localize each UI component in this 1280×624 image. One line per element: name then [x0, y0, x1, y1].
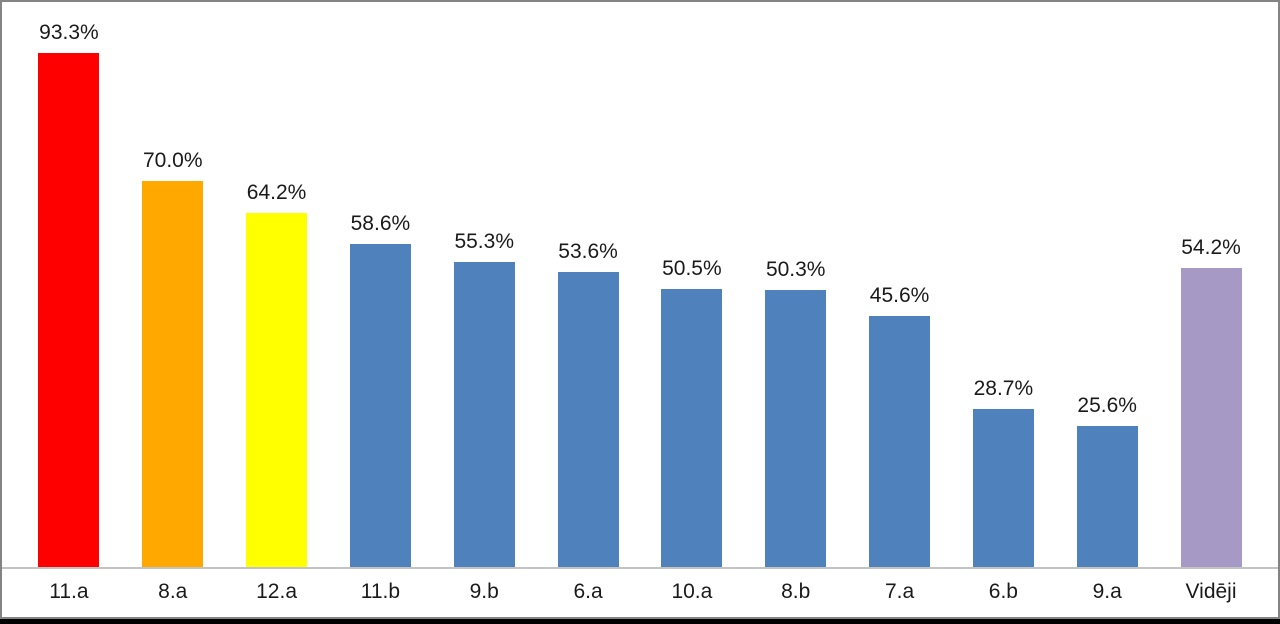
bar-value-label: 25.6% [1077, 394, 1137, 417]
bar [765, 290, 827, 567]
bar [38, 53, 100, 567]
x-axis-line [2, 567, 1278, 569]
category-label: 10.a [671, 580, 713, 603]
bar-column: 93.3% [17, 22, 121, 567]
category-label: 6.a [573, 580, 603, 603]
bar [246, 213, 308, 567]
bar-column: 45.6% [848, 285, 952, 567]
category-label: 9.a [1092, 580, 1122, 603]
bar-column: 58.6% [328, 213, 432, 567]
bar [453, 262, 515, 567]
bar-column: 64.2% [225, 182, 329, 567]
bar-column: 28.7% [951, 378, 1055, 567]
bar-column: 55.3% [432, 231, 536, 567]
bar-column: 50.5% [640, 258, 744, 567]
bar-value-label: 64.2% [246, 181, 307, 204]
category-label: 12.a [256, 580, 297, 603]
bar-value-label: 54.2% [1181, 236, 1241, 259]
bar-value-label: 53.6% [558, 240, 618, 263]
bar [557, 272, 619, 567]
bar-column: 50.3% [744, 259, 848, 567]
category-label: 9.b [469, 580, 499, 603]
bar [661, 289, 723, 567]
category-label: 6.b [988, 580, 1018, 603]
bar-value-label: 70.0% [142, 149, 203, 172]
bar [1180, 268, 1242, 567]
bar-value-label: 50.3% [765, 258, 826, 281]
bar [1076, 426, 1138, 567]
category-label: 8.a [158, 580, 188, 603]
bar [972, 409, 1034, 567]
category-label: 11.a [49, 580, 89, 603]
bar-column: 54.2% [1159, 237, 1263, 567]
bar-value-label: 58.6% [350, 212, 411, 235]
bar-value-label: 93.3% [39, 21, 99, 44]
bar-column: 70.0% [121, 150, 225, 567]
bar-value-label: 28.7% [973, 377, 1034, 400]
bar-column: 53.6% [536, 241, 640, 567]
bar-value-label: 45.6% [869, 284, 930, 307]
bar [349, 244, 411, 567]
bar-value-label: 55.3% [454, 230, 514, 253]
category-label: 8.b [781, 580, 811, 603]
bar [869, 316, 931, 567]
category-label: 7.a [884, 580, 915, 603]
x-axis-labels-row: 11.a 8.a 12.a 11.b 9.b 6.a 10.a 8.b 7.a 6.b 9.a Vid… [2, 569, 1278, 615]
category-label: Vidēji [1185, 580, 1237, 603]
bar-value-label: 50.5% [662, 257, 722, 280]
bar [142, 181, 204, 567]
bar-chart-plot-area: 93.3% 70.0% 64.2% 58.6% 55.3% 53.6% 50.5% 50.3%… [2, 2, 1278, 567]
bar-column: 25.6% [1055, 395, 1159, 567]
category-label: 11.b [360, 580, 401, 603]
